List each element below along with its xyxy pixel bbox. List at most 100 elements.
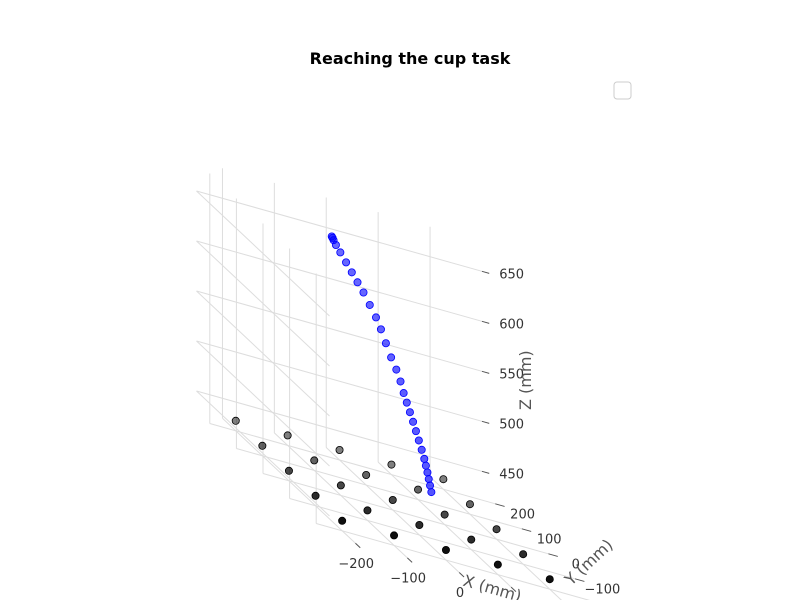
z-tick-label: 450: [499, 467, 524, 482]
cup-grid-point: [545, 575, 554, 584]
trajectory-point: [426, 481, 435, 490]
trajectory-point: [376, 325, 385, 334]
trajectory-point: [420, 454, 429, 463]
trajectory-point: [347, 268, 356, 277]
y-tick-label: 0: [572, 557, 580, 572]
cup-grid-point: [311, 491, 320, 500]
trajectory-point: [423, 468, 432, 477]
trajectory-point: [424, 475, 433, 484]
trajectory-point: [336, 248, 345, 257]
cup-grid-point: [338, 516, 347, 525]
trajectory-point: [392, 365, 401, 374]
cup-grid-point: [336, 481, 345, 490]
cup-grid-point: [363, 506, 372, 515]
y-tick-label: −100: [585, 582, 621, 597]
cup-grid-point: [258, 441, 267, 450]
trajectory-point: [331, 240, 340, 249]
cup-grid-point: [492, 525, 501, 534]
cup-grid-point: [387, 460, 396, 469]
wall-grid-z: [196, 390, 483, 472]
z-tick-label: 650: [499, 267, 524, 282]
side-grid-z: [196, 240, 330, 367]
cup-grid-point: [439, 475, 448, 484]
z-tick-label: 500: [499, 417, 524, 432]
wall-grid-z: [196, 340, 483, 422]
x-axis-label: X (mm): [461, 571, 524, 600]
trajectory-point: [387, 353, 396, 362]
grid-lines: [196, 168, 590, 600]
cup-grid-point: [310, 456, 319, 465]
x-tick-mark: [458, 572, 465, 578]
trajectory-point: [414, 436, 423, 445]
floor-grid-y: [316, 523, 590, 600]
floor-grid-y: [262, 473, 549, 555]
x-tick-mark: [510, 586, 517, 592]
cup-grid-point: [467, 535, 476, 544]
cup-grid-point: [441, 546, 450, 555]
legend-box: [613, 81, 632, 100]
z-tick-label: 600: [499, 317, 524, 332]
trajectory-point: [399, 389, 408, 398]
tick-labels: −200−1000100200−200−10001002004505005506…: [338, 267, 621, 600]
trajectory-point: [365, 300, 374, 309]
trajectory-point: [417, 445, 426, 454]
data-points: [231, 232, 554, 584]
cup-grid-point: [440, 510, 449, 519]
side-grid-z: [196, 190, 330, 317]
y-tick-mark: [574, 578, 585, 582]
trajectory-point: [328, 233, 337, 242]
y-tick-mark: [548, 553, 558, 557]
side-grid-z: [196, 340, 330, 467]
cup-grid-point: [465, 500, 474, 509]
side-grid-z: [196, 290, 330, 417]
y-tick-label: 100: [537, 532, 562, 547]
y-tick-mark: [495, 503, 505, 507]
side-grid-z: [196, 390, 330, 517]
floor-grid-y: [289, 498, 576, 580]
z-tick-mark: [481, 320, 490, 324]
wall-grid-z: [196, 190, 483, 272]
cup-grid-point: [283, 431, 292, 440]
trajectory-point: [381, 339, 390, 348]
trajectory-point: [409, 417, 418, 426]
wall-grid-z: [196, 290, 483, 372]
z-axis-label: Z (mm): [516, 350, 535, 410]
cup-grid-point: [362, 470, 371, 479]
z-tick-mark: [481, 420, 490, 424]
x-tick-label: 0: [456, 586, 464, 600]
cup-grid-point: [390, 531, 399, 540]
trajectory-point: [359, 288, 368, 297]
trajectory-point: [353, 278, 362, 287]
chart-title: Reaching the cup task: [310, 49, 511, 68]
cup-grid-point: [414, 485, 423, 494]
trajectory-point: [405, 408, 414, 417]
z-tick-mark: [481, 470, 490, 474]
cup-grid-point: [284, 466, 293, 475]
x-tick-label: −100: [390, 571, 426, 586]
cup-grid-point: [519, 550, 528, 559]
trajectory-point: [421, 461, 430, 470]
y-tick-label: 200: [510, 507, 535, 522]
trajectory-point: [427, 488, 436, 497]
cup-grid-point: [415, 521, 424, 530]
cup-grid-point: [493, 560, 502, 569]
wall-grid-z: [196, 240, 483, 322]
z-tick-mark: [481, 270, 490, 274]
trajectory-point: [342, 258, 351, 267]
floor-grid-y: [236, 448, 522, 530]
trajectory-point: [402, 398, 411, 407]
z-tick-mark: [481, 370, 490, 374]
x-tick-mark: [355, 542, 361, 549]
z-tick-label: 550: [499, 367, 524, 382]
cup-grid-point: [231, 416, 240, 425]
x-tick-label: −200: [338, 557, 374, 572]
cup-grid-point: [335, 445, 344, 454]
y-tick-mark: [521, 528, 532, 532]
cup-grid-point: [388, 495, 397, 504]
x-tick-mark: [407, 557, 413, 563]
trajectory-point: [371, 313, 380, 322]
trajectory-point: [396, 377, 405, 386]
trajectory-point: [411, 427, 420, 436]
floor-grid-y: [209, 423, 496, 505]
